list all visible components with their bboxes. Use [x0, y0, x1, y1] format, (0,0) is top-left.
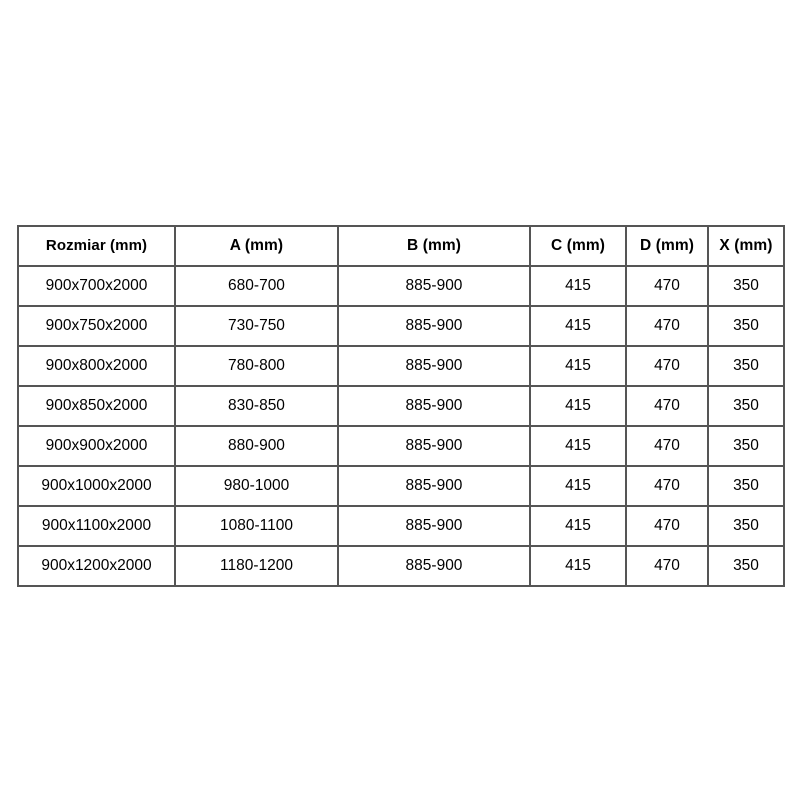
cell-c: 415: [529, 385, 627, 427]
cell-x: 350: [707, 385, 785, 427]
cell-a: 1180-1200: [174, 545, 339, 587]
cell-size: 900x800x2000: [17, 345, 176, 387]
table-row: 900x1200x2000 1180-1200 885-900 415 470 350: [17, 545, 785, 587]
cell-d: 470: [625, 265, 709, 307]
column-header-c: C (mm): [529, 225, 627, 267]
column-header-a: A (mm): [174, 225, 339, 267]
cell-x: 350: [707, 465, 785, 507]
table-row: 900x900x2000 880-900 885-900 415 470 350: [17, 425, 785, 467]
cell-x: 350: [707, 505, 785, 547]
cell-c: 415: [529, 425, 627, 467]
cell-c: 415: [529, 265, 627, 307]
cell-a: 830-850: [174, 385, 339, 427]
cell-a: 1080-1100: [174, 505, 339, 547]
cell-size: 900x900x2000: [17, 425, 176, 467]
cell-size: 900x750x2000: [17, 305, 176, 347]
cell-d: 470: [625, 545, 709, 587]
cell-a: 730-750: [174, 305, 339, 347]
cell-d: 470: [625, 465, 709, 507]
cell-c: 415: [529, 305, 627, 347]
cell-c: 415: [529, 345, 627, 387]
cell-d: 470: [625, 345, 709, 387]
column-header-d: D (mm): [625, 225, 709, 267]
table-row: 900x700x2000 680-700 885-900 415 470 350: [17, 265, 785, 307]
cell-b: 885-900: [337, 425, 531, 467]
cell-b: 885-900: [337, 505, 531, 547]
cell-b: 885-900: [337, 345, 531, 387]
cell-size: 900x1100x2000: [17, 505, 176, 547]
cell-b: 885-900: [337, 465, 531, 507]
table-body: 900x700x2000 680-700 885-900 415 470 350 900x7…: [17, 265, 785, 587]
cell-x: 350: [707, 305, 785, 347]
cell-b: 885-900: [337, 385, 531, 427]
cell-x: 350: [707, 545, 785, 587]
cell-d: 470: [625, 385, 709, 427]
table-row: 900x1000x2000 980-1000 885-900 415 470 350: [17, 465, 785, 507]
cell-d: 470: [625, 505, 709, 547]
table-header: Rozmiar (mm) A (mm) B (mm) C (mm) D (mm)…: [17, 225, 785, 267]
cell-size: 900x1000x2000: [17, 465, 176, 507]
table-row: 900x850x2000 830-850 885-900 415 470 350: [17, 385, 785, 427]
column-header-size: Rozmiar (mm): [17, 225, 176, 267]
table-row: 900x1100x2000 1080-1100 885-900 415 470 350: [17, 505, 785, 547]
cell-x: 350: [707, 345, 785, 387]
dimensions-table: Rozmiar (mm) A (mm) B (mm) C (mm) D (mm)…: [17, 225, 785, 587]
cell-size: 900x850x2000: [17, 385, 176, 427]
cell-d: 470: [625, 305, 709, 347]
cell-d: 470: [625, 425, 709, 467]
column-header-b: B (mm): [337, 225, 531, 267]
cell-x: 350: [707, 425, 785, 467]
cell-c: 415: [529, 505, 627, 547]
cell-b: 885-900: [337, 265, 531, 307]
cell-c: 415: [529, 545, 627, 587]
cell-a: 780-800: [174, 345, 339, 387]
cell-a: 880-900: [174, 425, 339, 467]
column-header-x: X (mm): [707, 225, 785, 267]
cell-b: 885-900: [337, 545, 531, 587]
table-row: 900x800x2000 780-800 885-900 415 470 350: [17, 345, 785, 387]
table-row: 900x750x2000 730-750 885-900 415 470 350: [17, 305, 785, 347]
cell-size: 900x1200x2000: [17, 545, 176, 587]
cell-a: 680-700: [174, 265, 339, 307]
cell-x: 350: [707, 265, 785, 307]
cell-size: 900x700x2000: [17, 265, 176, 307]
cell-c: 415: [529, 465, 627, 507]
cell-a: 980-1000: [174, 465, 339, 507]
cell-b: 885-900: [337, 305, 531, 347]
table-header-row: Rozmiar (mm) A (mm) B (mm) C (mm) D (mm)…: [17, 225, 785, 267]
